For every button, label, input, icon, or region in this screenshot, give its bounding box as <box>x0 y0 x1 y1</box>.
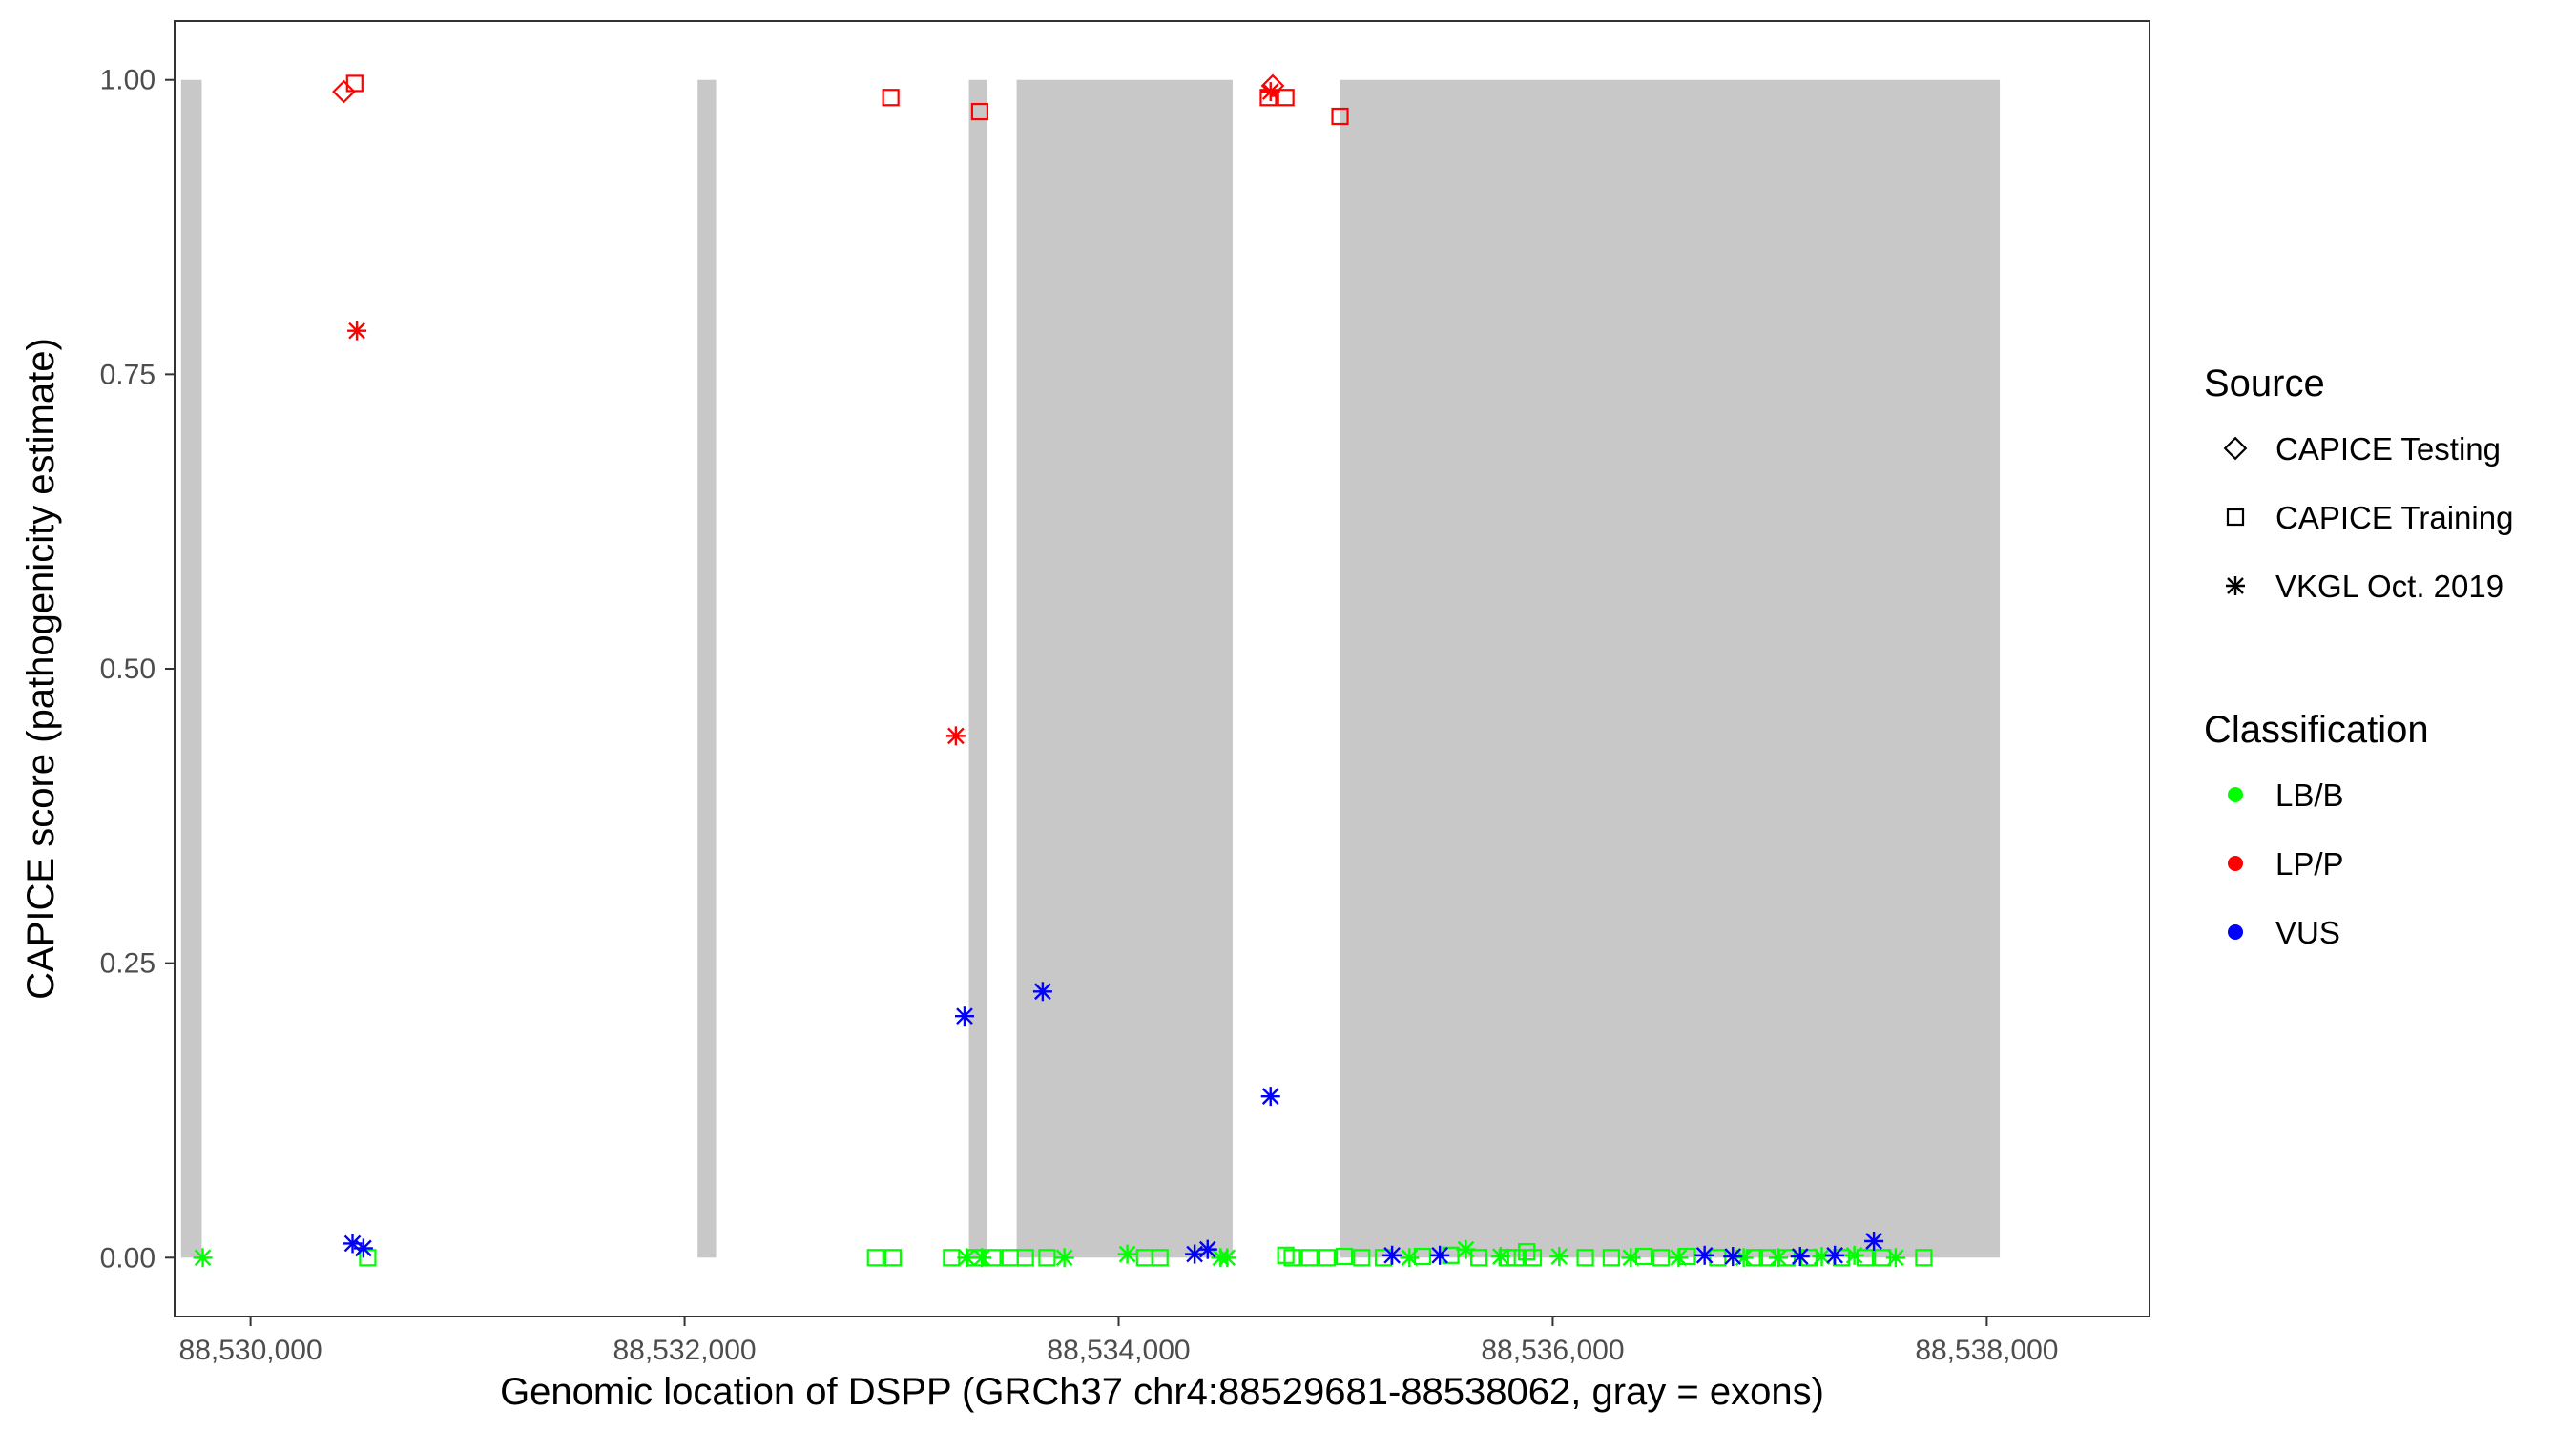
data-point <box>1790 1247 1810 1267</box>
data-point <box>1430 1245 1450 1265</box>
data-point <box>1524 1249 1543 1267</box>
data-point <box>1032 982 1052 1002</box>
data-points <box>193 73 1933 1268</box>
data-point <box>1277 89 1295 107</box>
data-point <box>883 1249 903 1267</box>
data-point <box>972 1248 992 1268</box>
data-point <box>332 79 356 104</box>
data-point <box>1549 1247 1569 1267</box>
data-point <box>1300 1249 1319 1267</box>
exon-band <box>697 79 717 1258</box>
legend-label: CAPICE Training <box>2275 500 2513 535</box>
data-point <box>866 1249 884 1267</box>
data-point <box>1812 1247 1832 1267</box>
y-tick-label: 0.00 <box>100 1242 156 1274</box>
data-point <box>1038 1249 1056 1267</box>
data-point <box>193 1248 213 1268</box>
x-tick-label: 88,534,000 <box>1047 1335 1190 1366</box>
x-axis-title: Genomic location of DSPP (GRCh37 chr4:88… <box>500 1371 1824 1413</box>
legend-title-source: Source <box>2204 363 2325 404</box>
data-point <box>1652 1249 1671 1267</box>
data-point <box>1709 1249 1727 1267</box>
legend-key-dot <box>2228 856 2243 871</box>
data-point <box>1915 1249 1933 1267</box>
exon-band <box>180 79 202 1258</box>
data-point <box>1353 1249 1371 1267</box>
legend-key-square <box>2226 508 2245 527</box>
data-point <box>1678 1247 1696 1266</box>
data-point <box>1331 107 1349 126</box>
legend-key-asterisk <box>2226 576 2245 595</box>
data-point <box>1054 1248 1074 1268</box>
legend-key-dot <box>2228 924 2243 940</box>
data-point <box>1470 1249 1488 1267</box>
x-tick-label: 88,532,000 <box>613 1335 756 1366</box>
data-point <box>882 89 900 107</box>
data-point <box>1856 1249 1875 1267</box>
data-point <box>1335 1247 1354 1266</box>
data-point <box>1260 73 1285 98</box>
data-point <box>1197 1239 1217 1259</box>
data-point <box>1825 1245 1845 1265</box>
legend-key-diamond <box>2223 436 2248 461</box>
x-axis: 88,530,000 88,532,000 88,534,000 88,536,000… <box>179 1317 2058 1366</box>
data-point <box>955 1006 974 1027</box>
data-point <box>1576 1249 1594 1267</box>
data-point <box>984 1249 1002 1267</box>
data-point <box>1745 1249 1764 1267</box>
data-point <box>1185 1244 1205 1264</box>
data-point <box>1723 1247 1743 1267</box>
plot-area <box>174 20 2150 1317</box>
data-point <box>353 1238 373 1258</box>
legend-title-classification: Classification <box>2204 709 2429 751</box>
legend-key-dot <box>2228 787 2243 802</box>
data-point <box>1382 1245 1402 1265</box>
exon-band <box>968 79 987 1258</box>
legend-label: LB/B <box>2275 778 2344 813</box>
data-point <box>1778 1249 1797 1267</box>
data-point <box>345 74 364 93</box>
y-tick-label: 0.50 <box>100 653 156 685</box>
exon-band <box>1016 79 1233 1258</box>
data-point <box>1016 1249 1034 1267</box>
data-point <box>970 102 989 121</box>
data-point <box>1602 1249 1620 1267</box>
data-point <box>1318 1249 1336 1267</box>
legend-label: VUS <box>2275 915 2340 950</box>
data-point <box>1518 1242 1536 1261</box>
x-tick-label: 88,530,000 <box>179 1335 322 1366</box>
data-point <box>1506 1249 1525 1267</box>
exon-bands <box>180 79 2001 1258</box>
data-point <box>1117 1244 1137 1264</box>
data-point <box>347 321 367 341</box>
data-point <box>1864 1231 1884 1251</box>
data-point <box>1885 1248 1905 1268</box>
data-point <box>359 1249 377 1267</box>
data-point <box>1413 1247 1432 1266</box>
y-tick-label: 1.00 <box>100 65 156 96</box>
exon-band <box>1340 79 2001 1258</box>
data-point <box>1844 1245 1864 1265</box>
data-point <box>1283 1249 1301 1267</box>
legend-label: LP/P <box>2275 846 2344 881</box>
data-point <box>1277 1246 1295 1264</box>
data-point <box>1151 1249 1169 1267</box>
y-axis-title: CAPICE score (pathogenicity estimate) <box>20 338 62 1000</box>
y-tick-label: 0.25 <box>100 948 156 980</box>
data-point <box>1634 1247 1653 1266</box>
data-point <box>1217 1248 1237 1268</box>
data-point <box>1694 1245 1714 1265</box>
data-point <box>945 726 966 746</box>
legend-label: CAPICE Testing <box>2275 431 2501 467</box>
legend: Source CAPICE Testing CAPICE Training VKGL … <box>2204 363 2513 950</box>
y-tick-label: 0.75 <box>100 359 156 390</box>
y-axis: 0.00 0.25 0.50 0.75 1.00 <box>100 65 175 1274</box>
x-tick-label: 88,538,000 <box>1915 1335 2058 1366</box>
x-tick-label: 88,536,000 <box>1481 1335 1624 1366</box>
data-point <box>1260 1087 1280 1107</box>
legend-label: VKGL Oct. 2019 <box>2275 569 2503 604</box>
